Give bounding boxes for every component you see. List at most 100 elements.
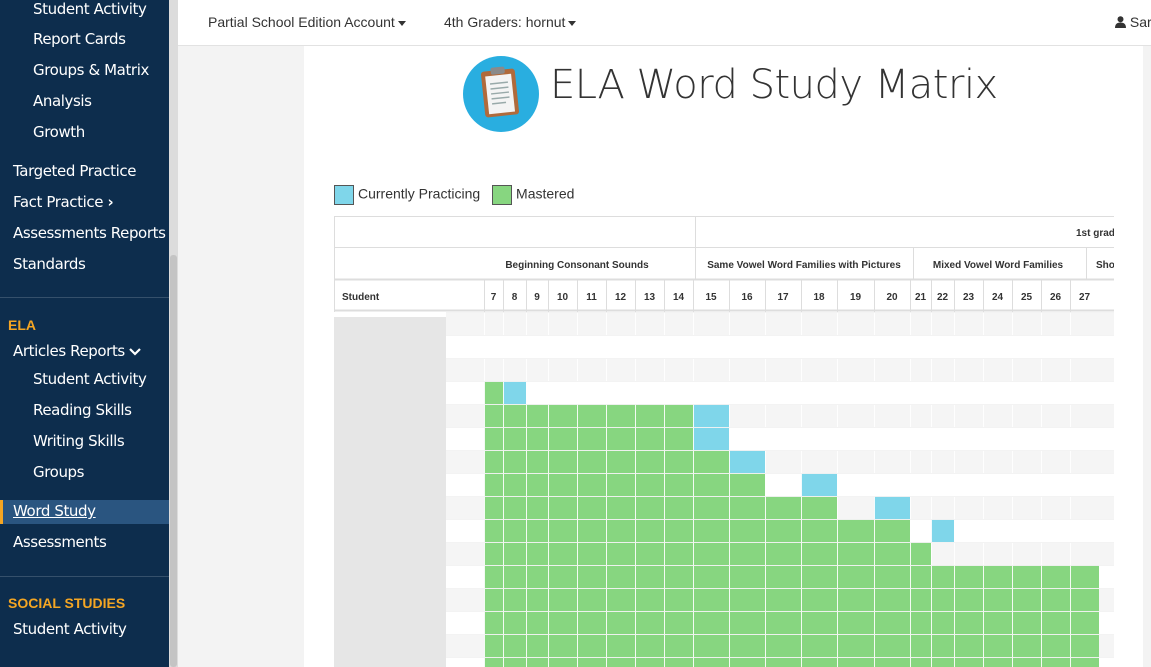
sidebar-item-word-study[interactable]: Word Study [13, 502, 96, 520]
mastered-cell [837, 542, 874, 565]
sidebar-item-groups-matrix[interactable]: Groups & Matrix [33, 61, 149, 79]
sidebar-divider [0, 297, 169, 298]
mastered-cell [910, 565, 931, 588]
mastered-cell [729, 473, 765, 496]
mastered-cell [503, 473, 526, 496]
mastered-cell [526, 496, 548, 519]
sidebar-scrollbar-thumb[interactable] [170, 255, 177, 667]
mastered-cell [801, 519, 837, 542]
mastered-cell [765, 565, 801, 588]
mastered-cell [635, 565, 664, 588]
mastered-cell [729, 634, 765, 657]
mastered-cell [765, 519, 801, 542]
articles-reports-label: Articles Reports [13, 342, 125, 360]
sidebar-item-fact-practice[interactable]: Fact Practice › [13, 193, 114, 211]
mastered-cell [931, 588, 954, 611]
mastered-cell [1041, 634, 1070, 657]
mastered-cell [548, 565, 577, 588]
sidebar-active-highlight [0, 500, 169, 524]
sidebar-item-growth[interactable]: Growth [33, 123, 85, 141]
sidebar-item-analysis[interactable]: Analysis [33, 92, 92, 110]
mastered-cell [765, 588, 801, 611]
mastered-cell [484, 542, 503, 565]
mastered-cell [765, 611, 801, 634]
sidebar-item-targeted-practice[interactable]: Targeted Practice [13, 162, 137, 180]
mastered-cell [837, 588, 874, 611]
user-name: Sara [1129, 14, 1151, 30]
mastered-cell [910, 657, 931, 667]
column-header: 11 [586, 292, 597, 303]
mastered-cell [765, 634, 801, 657]
mastered-cell [635, 450, 664, 473]
mastered-cell [1041, 588, 1070, 611]
mastered-cell [1070, 657, 1099, 667]
mastered-cell [664, 404, 693, 427]
sidebar-item-reading-skills[interactable]: Reading Skills [33, 401, 132, 419]
column-header: 24 [992, 292, 1004, 303]
mastered-cell [606, 565, 635, 588]
sidebar-heading-ela: ELA [8, 317, 36, 333]
top-bar: Partial School Edition Account 4th Grade… [178, 0, 1151, 46]
sidebar-item-report-cards[interactable]: Report Cards [33, 30, 126, 48]
sidebar-item-ela-student-activity[interactable]: Student Activity [33, 370, 147, 388]
mastered-cell [526, 427, 548, 450]
mastered-cell [693, 634, 729, 657]
column-header: 15 [705, 292, 717, 303]
mastered-cell [729, 542, 765, 565]
mastered-cell [484, 565, 503, 588]
mastered-cell [606, 634, 635, 657]
mastered-cell [577, 588, 606, 611]
mastered-cell [693, 588, 729, 611]
legend-practicing-swatch [334, 185, 354, 205]
sidebar-item-articles-reports[interactable]: Articles Reports [13, 342, 141, 360]
mastered-cell [837, 657, 874, 667]
sidebar-scrollbar[interactable] [169, 0, 178, 667]
column-header: 8 [512, 292, 518, 303]
mastered-cell [1012, 611, 1041, 634]
group-header: Beginning Consonant Sounds [505, 260, 649, 271]
sidebar-item-assessments-reports[interactable]: Assessments Reports [13, 224, 166, 242]
mastered-cell [1012, 588, 1041, 611]
class-dropdown[interactable]: 4th Graders: hornut [444, 14, 577, 30]
sidebar-item-assessments[interactable]: Assessments [13, 533, 107, 551]
mastered-cell [606, 404, 635, 427]
mastered-cell [693, 473, 729, 496]
table-row [446, 312, 1114, 335]
column-header: 23 [963, 292, 975, 303]
mastered-cell [765, 657, 801, 667]
sidebar-item-ss-student-activity[interactable]: Student Activity [13, 620, 127, 638]
mastered-cell [1012, 657, 1041, 667]
table-row [446, 335, 1114, 358]
mastered-cell [664, 450, 693, 473]
sidebar-item-groups[interactable]: Groups [33, 463, 85, 481]
mastered-cell [548, 634, 577, 657]
mastered-cell [693, 496, 729, 519]
column-header: 9 [534, 292, 540, 303]
mastered-cell [983, 634, 1012, 657]
mastered-cell [693, 519, 729, 542]
column-header: 26 [1050, 292, 1062, 303]
mastered-cell [664, 542, 693, 565]
mastered-cell [954, 611, 983, 634]
mastered-cell [606, 496, 635, 519]
practicing-cell [503, 381, 526, 404]
mastered-cell [693, 611, 729, 634]
mastered-cell [503, 404, 526, 427]
legend-practicing-label: Currently Practicing [358, 185, 481, 202]
sidebar-item-student-activity[interactable]: Student Activity [33, 0, 147, 18]
mastered-cell [729, 565, 765, 588]
sidebar-item-writing-skills[interactable]: Writing Skills [33, 432, 125, 450]
account-dropdown[interactable]: Partial School Edition Account [208, 14, 406, 30]
user-menu[interactable]: Sara [1115, 14, 1151, 30]
practicing-cell [874, 496, 910, 519]
mastered-cell [526, 542, 548, 565]
column-header: 14 [673, 292, 685, 303]
mastered-cell [837, 634, 874, 657]
mastered-cell [606, 588, 635, 611]
mastered-cell [693, 657, 729, 667]
column-header: 21 [915, 292, 927, 303]
mastered-cell [1012, 634, 1041, 657]
mastered-cell [635, 588, 664, 611]
mastered-cell [874, 565, 910, 588]
sidebar-item-standards[interactable]: Standards [13, 255, 86, 273]
